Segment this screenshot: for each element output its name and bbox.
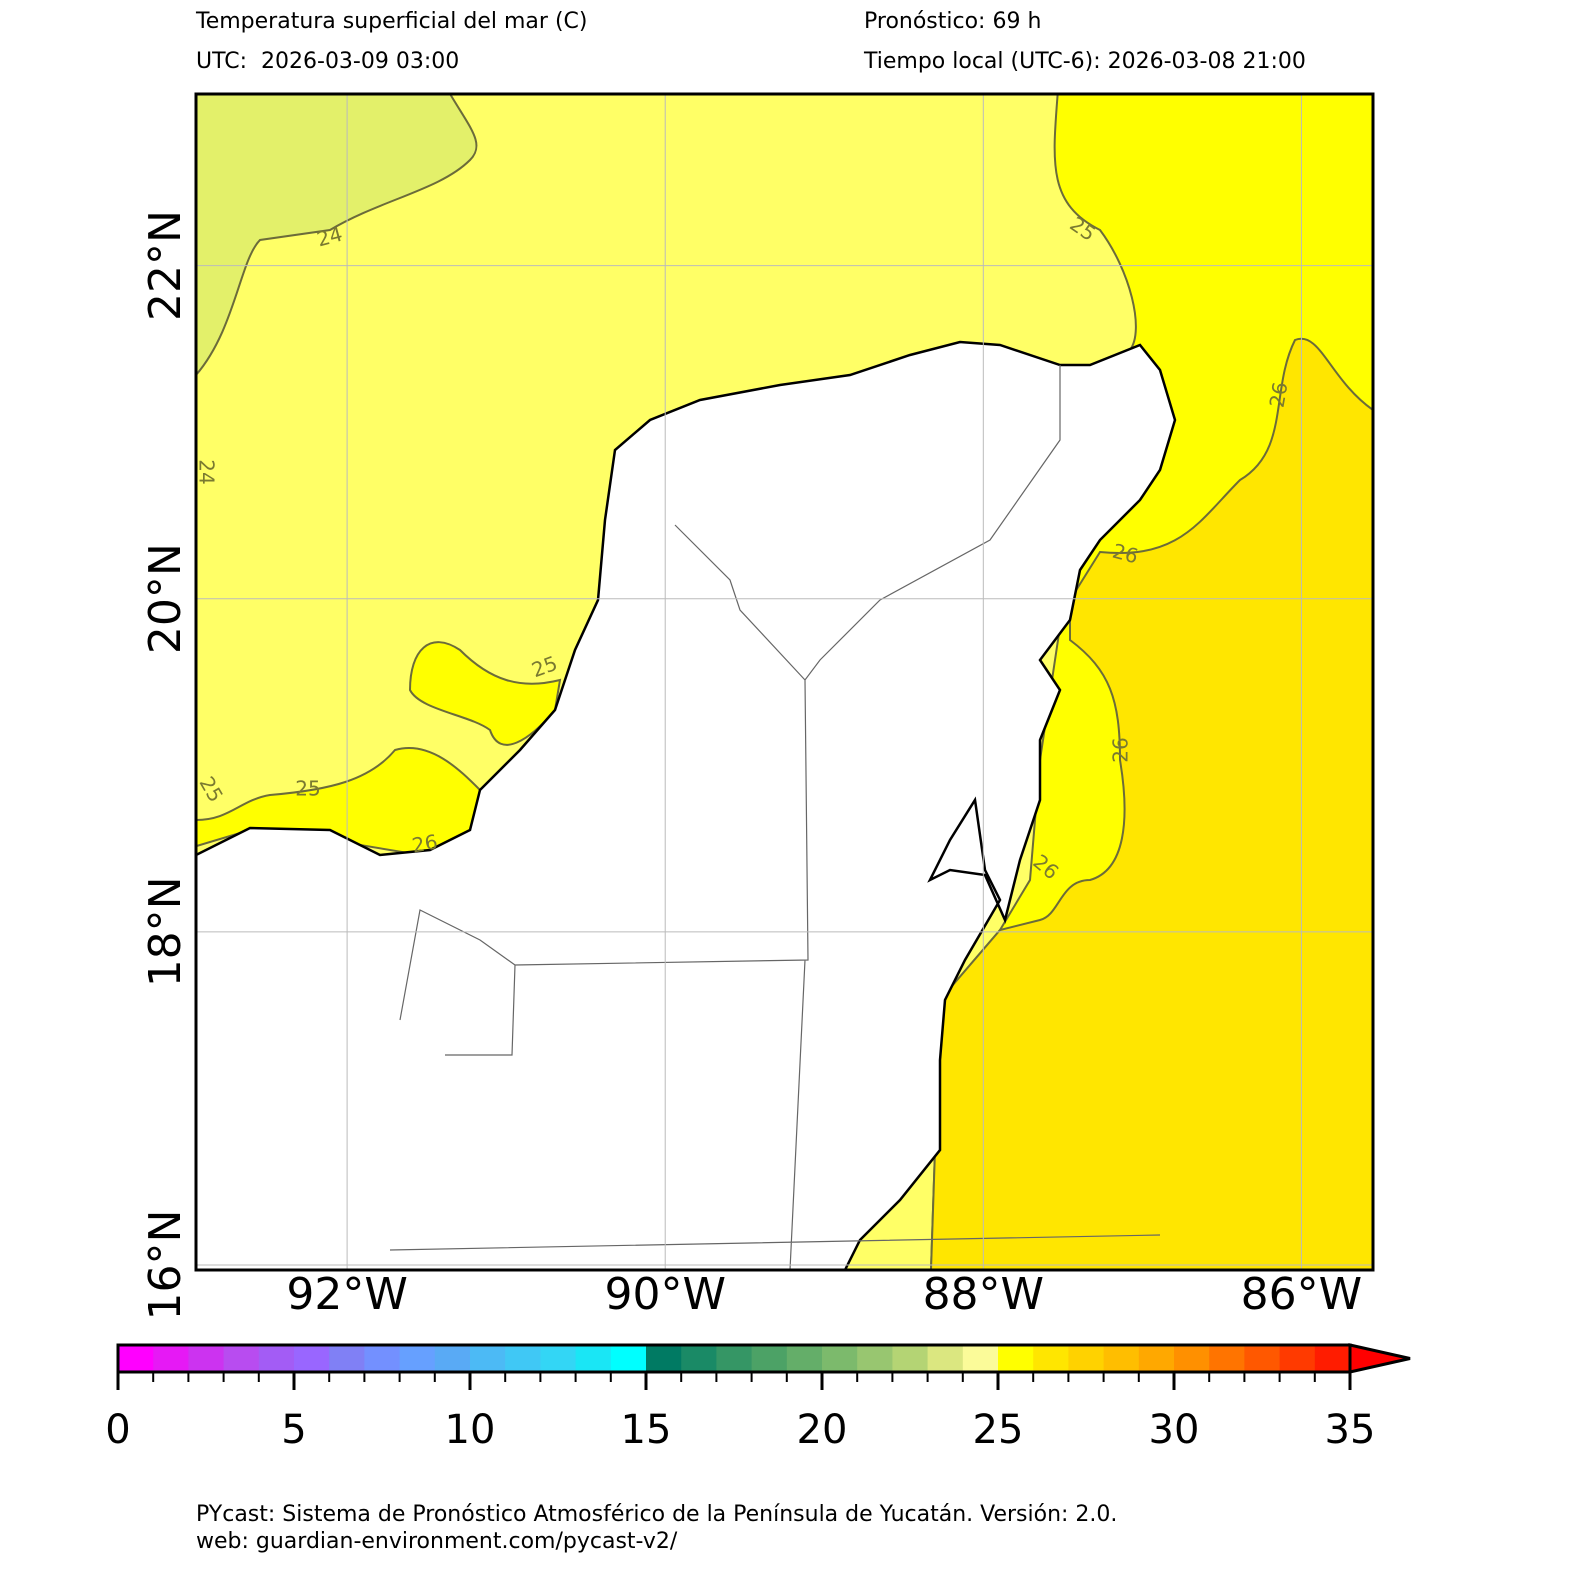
- colorbar-extend: [1348, 1343, 1411, 1374]
- colorbar-segment: [998, 1345, 1034, 1372]
- colorbar-segment: [892, 1345, 929, 1372]
- local-time: Tiempo local (UTC-6): 2026-03-08 21:00: [863, 49, 1306, 74]
- map-frame: [194, 92, 1375, 1272]
- colorbar-segment: [153, 1345, 189, 1372]
- colorbar-segment: [399, 1345, 436, 1372]
- colorbar-segment: [962, 1345, 999, 1372]
- x-tick-label: 86°W: [1241, 1269, 1363, 1320]
- land: [196, 340, 1177, 1270]
- contour-label: 26: [1109, 737, 1133, 762]
- colorbar-frame: [116, 1343, 1352, 1374]
- colorbar-tick-label: 15: [621, 1407, 672, 1453]
- contour-label: 26: [1264, 380, 1292, 409]
- colorbar-segment: [1103, 1345, 1140, 1372]
- colorbar-segment: [294, 1345, 330, 1372]
- y-tick-label: 16°N: [140, 1210, 191, 1321]
- sea-25-26: [408, 641, 562, 746]
- colorbar-segment: [258, 1345, 295, 1372]
- colorbar-segment: [1279, 1345, 1316, 1372]
- colorbar-segment: [434, 1345, 471, 1372]
- colorbar-tick-label: 5: [281, 1407, 306, 1453]
- x-tick-label: 90°W: [604, 1269, 726, 1320]
- sea-26: [929, 337, 1373, 1270]
- contour-label: 26: [410, 829, 439, 857]
- colorbar-tick-label: 35: [1325, 1407, 1376, 1453]
- footer: PYcast: Sistema de Pronóstico Atmosféric…: [196, 1502, 1117, 1527]
- sea-24: [196, 94, 478, 377]
- colorbar-segment: [927, 1345, 964, 1372]
- colorbar-segment: [1314, 1345, 1351, 1372]
- colorbar-segment: [1209, 1345, 1245, 1372]
- colorbar-segment: [822, 1345, 858, 1372]
- colorbar-segment: [329, 1345, 365, 1372]
- borders: [389, 365, 1161, 1270]
- colorbar-tick-label: 20: [797, 1407, 848, 1453]
- colorbar-tick-label: 0: [105, 1407, 130, 1453]
- colorbar-segment: [681, 1345, 717, 1372]
- colorbar-tick-label: 25: [973, 1407, 1024, 1453]
- colorbar-segment: [786, 1345, 823, 1372]
- footer: web: guardian-environment.com/pycast-v2/: [196, 1529, 678, 1554]
- colorbar-segment: [364, 1345, 401, 1372]
- colorbar-segment: [1174, 1345, 1210, 1372]
- colorbar-segment: [1138, 1345, 1175, 1372]
- colorbar-segment: [223, 1345, 260, 1372]
- colorbar-segment: [716, 1345, 753, 1372]
- contour-label: 24: [195, 459, 219, 484]
- colorbar-segment: [505, 1345, 541, 1372]
- colorbar-segment: [1244, 1345, 1281, 1372]
- colorbar-tick-label: 30: [1149, 1407, 1200, 1453]
- colorbar-segment: [646, 1345, 682, 1372]
- colorbar-segment: [857, 1345, 893, 1372]
- title: Temperatura superficial del mar (C): [195, 9, 587, 34]
- colorbar-segment: [188, 1345, 225, 1372]
- colorbar-segment: [118, 1345, 154, 1372]
- colorbar-segment: [751, 1345, 788, 1372]
- colorbar-segment: [610, 1345, 647, 1372]
- forecast: Pronóstico: 69 h: [864, 9, 1041, 34]
- x-tick-label: 88°W: [923, 1269, 1045, 1320]
- contour-label: 25: [295, 777, 320, 801]
- y-tick-label: 20°N: [140, 543, 191, 654]
- colorbar-segment: [1068, 1345, 1105, 1372]
- colorbar-segment: [1033, 1345, 1069, 1372]
- colorbar-tick-label: 10: [445, 1407, 496, 1453]
- colorbar-segment: [540, 1345, 577, 1372]
- y-tick-label: 22°N: [140, 210, 191, 321]
- y-tick-label: 18°N: [140, 876, 191, 987]
- colorbar-segment: [575, 1345, 612, 1372]
- utc-time: UTC: 2026-03-09 03:00: [196, 49, 459, 74]
- colorbar-segment: [470, 1345, 506, 1372]
- x-tick-label: 92°W: [286, 1269, 408, 1320]
